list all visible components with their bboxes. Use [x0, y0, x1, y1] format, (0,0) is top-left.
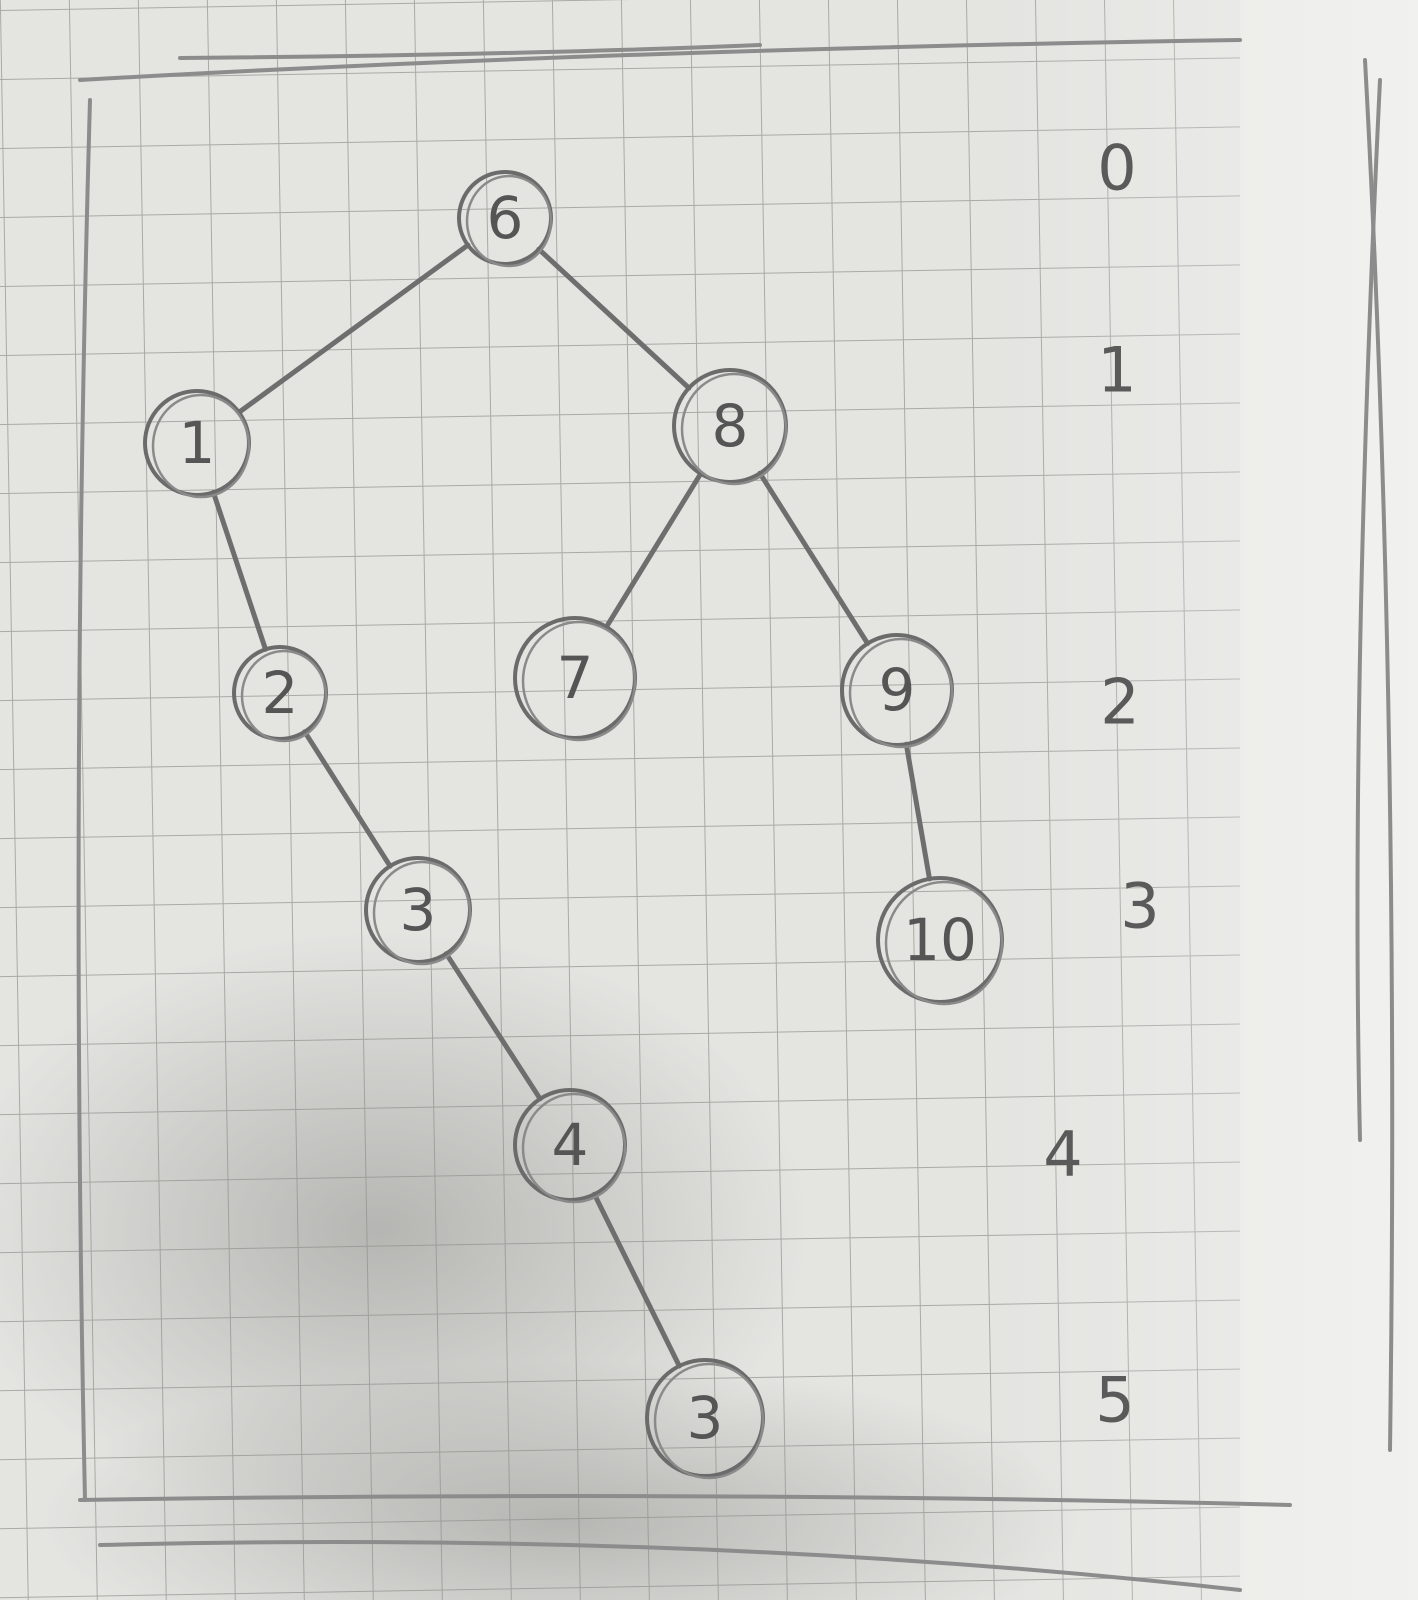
level-label-2: 2 [1100, 666, 1139, 739]
tree-node-n4: 4 [513, 1088, 627, 1204]
level-labels: 0 1 2 3 4 5 [1043, 132, 1159, 1437]
level-label-3: 3 [1120, 870, 1159, 943]
node-label: 9 [879, 656, 916, 724]
level-label-5: 5 [1095, 1364, 1134, 1437]
tree-node-n6: 6 [457, 170, 553, 268]
nodes-layer: 6 1 8 2 7 9 3 10 4 3 [143, 170, 1004, 1480]
tree-node-n7: 7 [513, 616, 637, 742]
node-circle-retrace [521, 1092, 627, 1204]
edge-n9-n10 [903, 741, 932, 882]
node-circle-retrace [653, 1362, 765, 1480]
node-label: 4 [552, 1111, 589, 1179]
tree-node-n3b: 3 [645, 1358, 765, 1480]
edge-n6-n1 [236, 242, 471, 415]
frame-top-line-2 [178, 43, 762, 60]
frame-bottom-line-2 [98, 1540, 1242, 1592]
node-label: 10 [903, 906, 977, 974]
edge-n8-n7 [603, 471, 704, 630]
node-circle-retrace [151, 393, 251, 499]
tree-node-n10: 10 [876, 876, 1004, 1006]
tree-node-n1: 1 [143, 389, 251, 499]
node-label: 3 [400, 876, 437, 944]
node-circle-retrace [884, 880, 1004, 1006]
edge-n3-n4 [443, 951, 543, 1102]
edge-n6-n8 [536, 246, 692, 391]
edge-n2-n3 [302, 729, 393, 869]
edge-n1-n2 [210, 489, 268, 652]
node-circle-retrace [521, 620, 637, 742]
node-label: 7 [557, 644, 594, 712]
tree-node-n3: 3 [364, 856, 472, 966]
node-circle-retrace [372, 860, 472, 966]
level-label-4: 4 [1043, 1118, 1082, 1191]
frame-top-line [78, 38, 1242, 82]
node-label: 6 [487, 184, 524, 252]
tree-node-n2: 2 [232, 645, 328, 743]
frame-bottom-line [78, 1494, 1292, 1507]
edges-layer [210, 242, 932, 1369]
node-label: 8 [712, 392, 749, 460]
node-circle-retrace [680, 372, 788, 486]
node-label: 3 [687, 1384, 724, 1452]
level-label-1: 1 [1097, 334, 1136, 407]
node-label: 1 [179, 409, 216, 477]
edge-n8-n9 [757, 470, 871, 646]
node-label: 2 [262, 659, 299, 727]
node-circle-retrace [465, 174, 553, 268]
tree-node-n8: 8 [672, 368, 788, 486]
frame-right-line-2 [1355, 78, 1382, 1142]
tree-node-n9: 9 [840, 633, 954, 749]
node-circle-retrace [848, 637, 954, 749]
frame-left-line [76, 98, 92, 1502]
right-highlight [1000, 0, 1418, 1600]
frame-right-line [1363, 58, 1395, 1452]
node-circle-retrace [240, 649, 328, 743]
hand-shadow-lower [40, 1360, 1080, 1600]
level-label-0: 0 [1097, 132, 1136, 205]
edge-n4-n3b [591, 1191, 682, 1369]
